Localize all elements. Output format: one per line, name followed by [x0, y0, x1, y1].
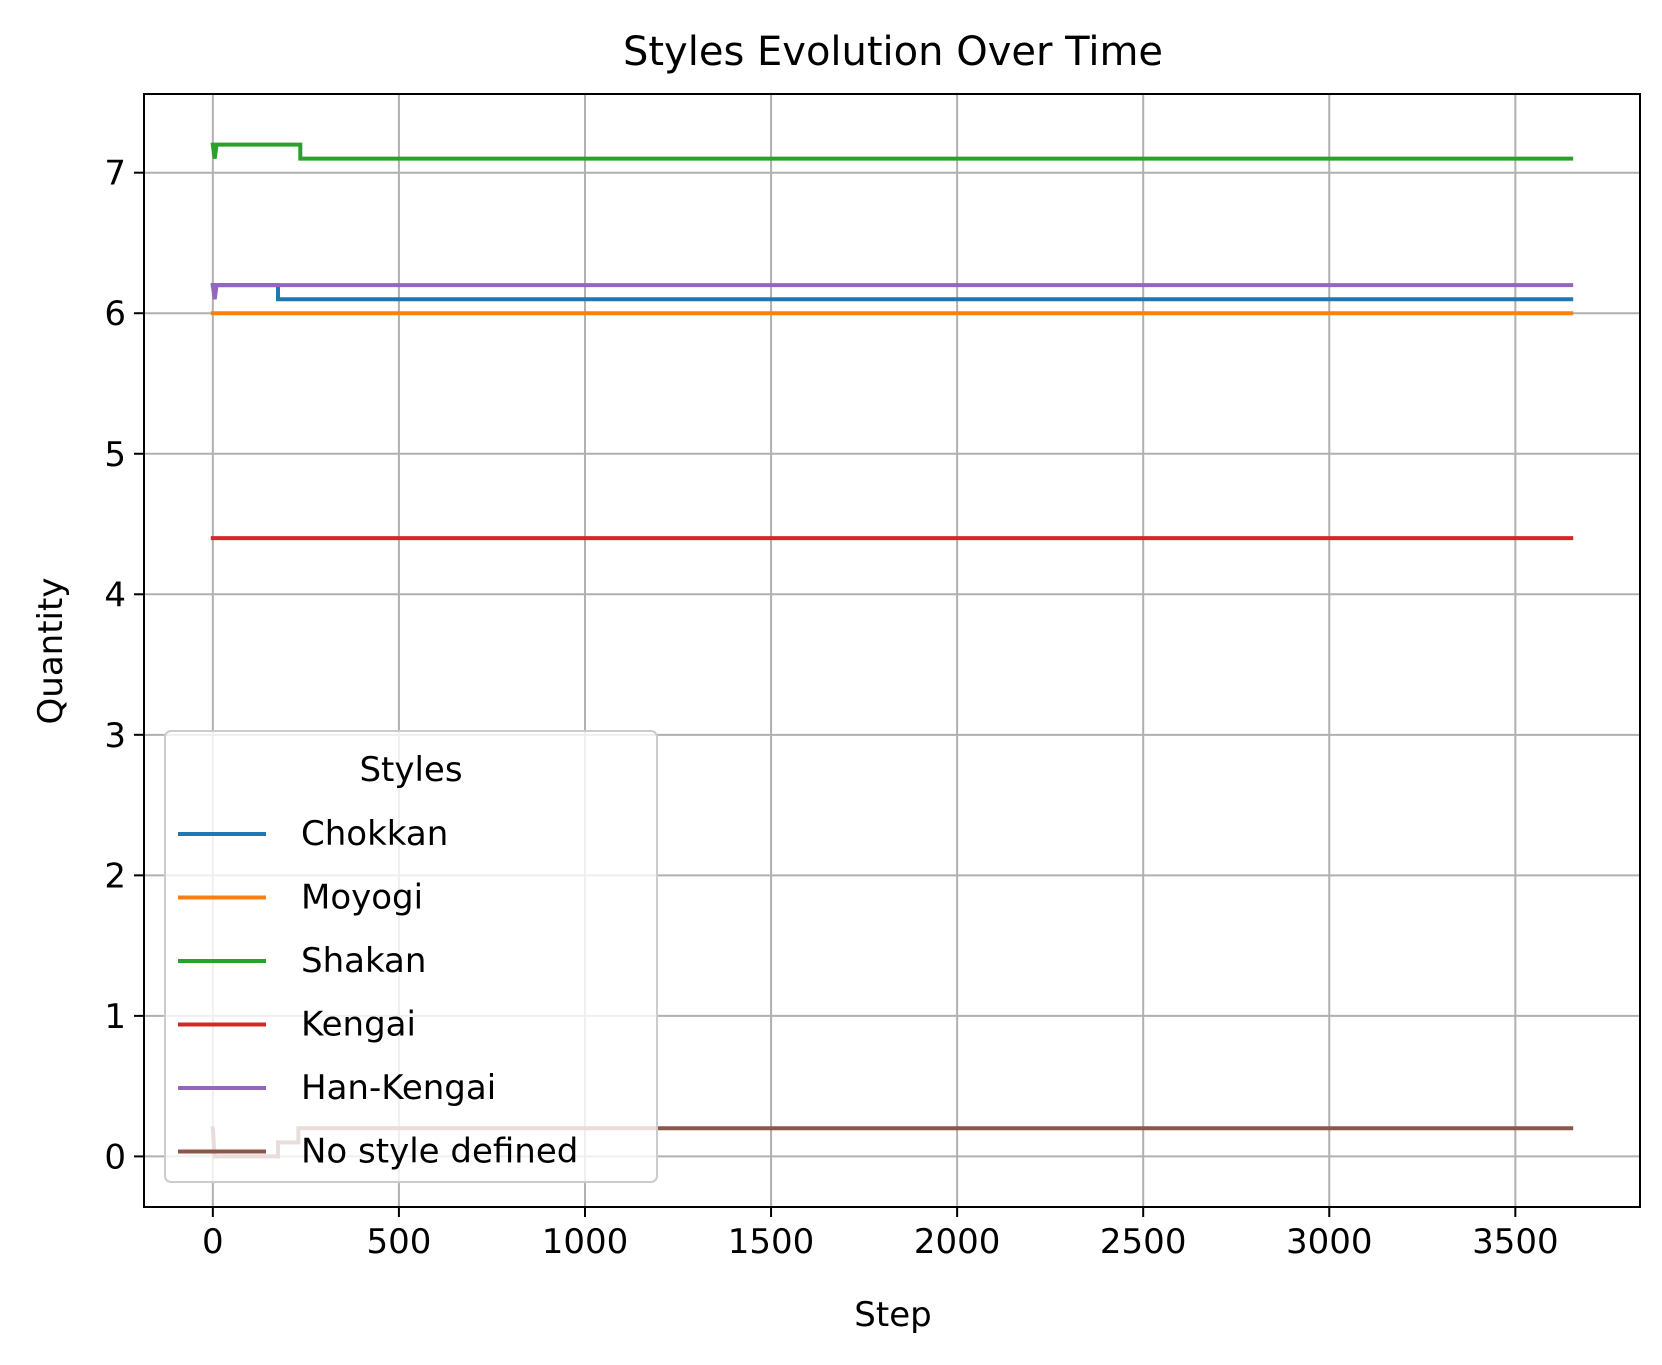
- legend-label-kengai: Kengai: [301, 1005, 416, 1045]
- legend-title: Styles: [359, 750, 462, 790]
- y-axis-label: Quantity: [31, 578, 71, 725]
- chart-title: Styles Evolution Over Time: [623, 29, 1163, 75]
- legend-box: [164, 730, 658, 1183]
- legend-label-shakan: Shakan: [301, 941, 426, 981]
- legend: Styles Chokkan Moyogi Shakan Kengai Han-Keng…: [164, 730, 658, 1183]
- x-tick-label: 0: [202, 1222, 224, 1262]
- x-tick-label: 1000: [542, 1222, 629, 1262]
- y-tick-label: 7: [104, 154, 126, 194]
- y-tick-label: 4: [104, 575, 126, 615]
- tick-layer: 0 500 1000 1500 2000 2500 3000 3500 0 1 2 3 4 5 6 7: [104, 154, 1558, 1262]
- legend-label-han-kengai: Han-Kengai: [301, 1068, 496, 1108]
- y-tick-label: 3: [104, 716, 126, 756]
- y-tick-label: 1: [104, 997, 126, 1037]
- legend-label-no-style-defined: No style defined: [301, 1132, 578, 1172]
- legend-label-chokkan: Chokkan: [301, 814, 448, 854]
- x-tick-label: 1500: [728, 1222, 815, 1262]
- x-tick-label: 3500: [1472, 1222, 1559, 1262]
- y-tick-label: 5: [104, 435, 126, 475]
- x-tick-label: 3000: [1286, 1222, 1373, 1262]
- series-line-han-kengai: [210, 282, 1574, 300]
- x-axis-label: Step: [854, 1295, 931, 1335]
- x-tick-label: 2500: [1100, 1222, 1187, 1262]
- legend-entries: Chokkan Moyogi Shakan Kengai Han-Kengai No st…: [178, 814, 578, 1172]
- series-line-shakan: [210, 142, 1574, 161]
- y-tick-label: 2: [104, 856, 126, 896]
- x-tick-label: 2000: [914, 1222, 1001, 1262]
- y-tick-label: 6: [104, 294, 126, 334]
- legend-label-moyogi: Moyogi: [301, 878, 423, 918]
- y-tick-label: 0: [104, 1137, 126, 1177]
- x-tick-label: 500: [366, 1222, 431, 1262]
- plot-area-frame: [143, 93, 1641, 1208]
